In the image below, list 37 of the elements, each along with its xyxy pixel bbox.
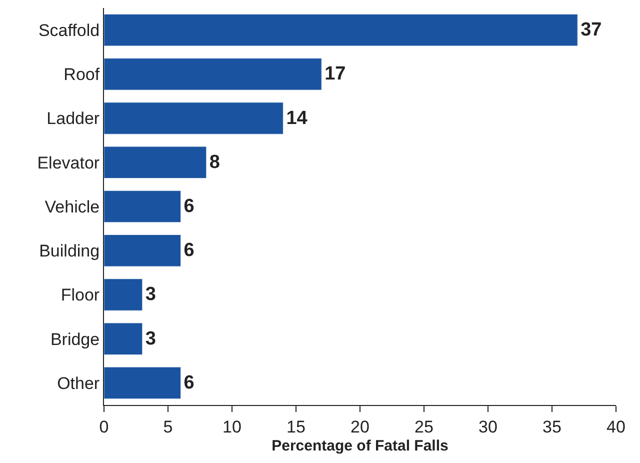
x-tick-label: 15 <box>286 417 306 436</box>
data-label: 3 <box>145 328 156 350</box>
y-tick-label: Vehicle <box>44 197 100 216</box>
data-label: 37 <box>580 20 602 41</box>
y-tick-label: Bridge <box>50 330 100 349</box>
y-tick-label: Ladder <box>46 109 100 128</box>
x-tick-label: 40 <box>606 417 626 436</box>
x-tick-label: 10 <box>222 417 242 436</box>
bar <box>104 58 322 90</box>
bar <box>104 322 143 355</box>
bar <box>104 234 182 267</box>
y-tick-label: Scaffold <box>38 21 100 40</box>
data-label: 6 <box>184 196 194 217</box>
x-axis-title: Percentage of Fatal Falls <box>272 437 448 454</box>
x-tick-label: 25 <box>414 417 434 436</box>
x-tick-label: 5 <box>163 417 173 436</box>
y-tick-label: Building <box>39 242 100 261</box>
bar <box>104 102 284 134</box>
data-label: 17 <box>324 64 346 85</box>
bar <box>104 366 182 400</box>
data-label: 8 <box>209 152 220 173</box>
bar <box>104 278 143 311</box>
x-tick-label: 0 <box>99 417 109 436</box>
bar <box>104 190 182 223</box>
data-label: 14 <box>286 108 308 129</box>
data-label: 3 <box>145 284 156 306</box>
x-tick-label: 20 <box>350 417 370 436</box>
data-label: 6 <box>184 372 194 394</box>
y-tick-label: Floor <box>60 286 100 305</box>
bar <box>104 14 578 46</box>
x-tick-label: 35 <box>542 417 562 436</box>
y-tick-label: Other <box>57 374 100 393</box>
y-tick-label: Roof <box>64 65 100 84</box>
data-label: 6 <box>184 240 194 262</box>
x-tick-label: 30 <box>478 417 498 436</box>
bar <box>104 146 207 179</box>
y-tick-label: Elevator <box>37 153 100 172</box>
